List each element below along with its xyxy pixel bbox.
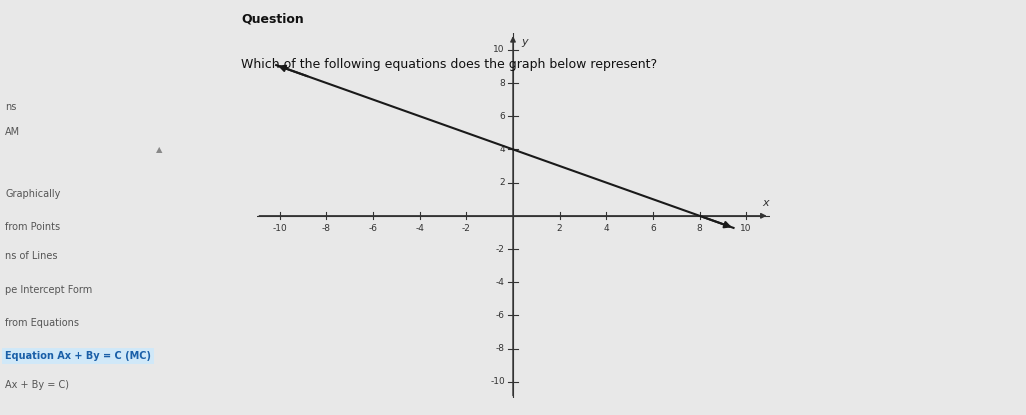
Text: 10: 10 <box>494 45 505 54</box>
Text: 8: 8 <box>499 78 505 88</box>
Text: -6: -6 <box>368 224 378 233</box>
Text: -2: -2 <box>496 244 505 254</box>
Text: 10: 10 <box>741 224 752 233</box>
Text: Which of the following equations does the graph below represent?: Which of the following equations does th… <box>241 58 658 71</box>
Text: 6: 6 <box>650 224 656 233</box>
Text: 4: 4 <box>500 145 505 154</box>
Text: Equation Ax + By = C (MC): Equation Ax + By = C (MC) <box>5 351 151 361</box>
Text: AM: AM <box>5 127 21 137</box>
Text: 4: 4 <box>603 224 609 233</box>
Text: x: x <box>762 198 770 208</box>
Text: Question: Question <box>241 12 304 25</box>
Text: pe Intercept Form: pe Intercept Form <box>5 285 92 295</box>
Text: 2: 2 <box>557 224 562 233</box>
Text: from Equations: from Equations <box>5 318 79 328</box>
Text: -10: -10 <box>273 224 287 233</box>
Text: ns: ns <box>5 102 16 112</box>
Text: 6: 6 <box>499 112 505 121</box>
Text: -10: -10 <box>490 377 505 386</box>
Text: -6: -6 <box>496 311 505 320</box>
Text: 2: 2 <box>500 178 505 187</box>
Text: ns of Lines: ns of Lines <box>5 251 57 261</box>
Text: -8: -8 <box>496 344 505 353</box>
Text: from Points: from Points <box>5 222 61 232</box>
Text: -8: -8 <box>322 224 331 233</box>
Text: ▲: ▲ <box>156 144 162 154</box>
Text: y: y <box>521 37 527 46</box>
Text: -4: -4 <box>496 278 505 287</box>
Text: 8: 8 <box>697 224 703 233</box>
Text: -4: -4 <box>416 224 424 233</box>
Text: -2: -2 <box>462 224 471 233</box>
Text: Ax + By = C): Ax + By = C) <box>5 380 69 390</box>
Text: Graphically: Graphically <box>5 189 61 199</box>
